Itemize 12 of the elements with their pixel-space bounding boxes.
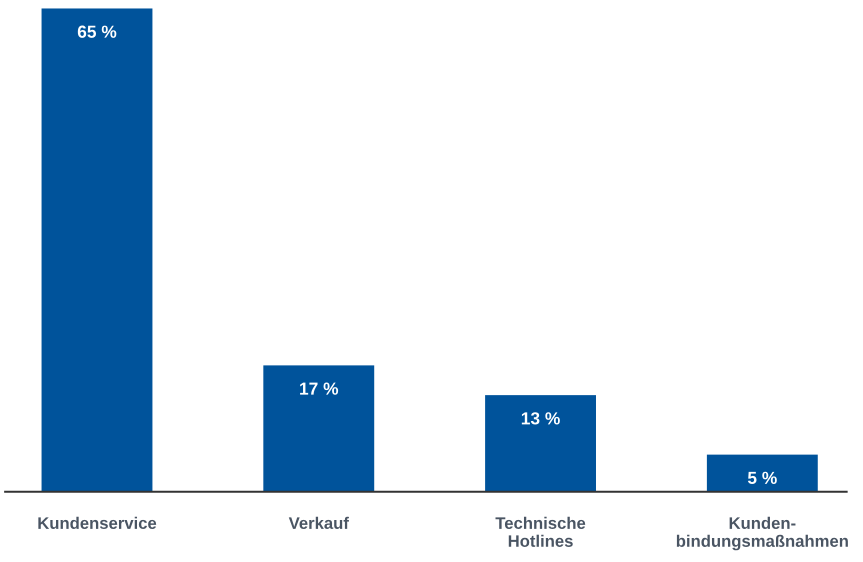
x-tick-label: Kunden- bindungsmaßnahmen [676,516,848,550]
bar [485,395,596,492]
x-tick-label: Verkauf [288,516,349,529]
data-label: 65 % [78,26,116,38]
x-tick-label: Kundenservice [38,516,156,529]
data-label: 17 % [300,382,338,395]
data-label: 5 % [748,472,777,484]
x-tick-label: Technische Hotlines [496,516,586,547]
bar [42,8,152,492]
bar [706,454,818,492]
bar [263,365,374,492]
data-label: 13 % [522,412,560,425]
